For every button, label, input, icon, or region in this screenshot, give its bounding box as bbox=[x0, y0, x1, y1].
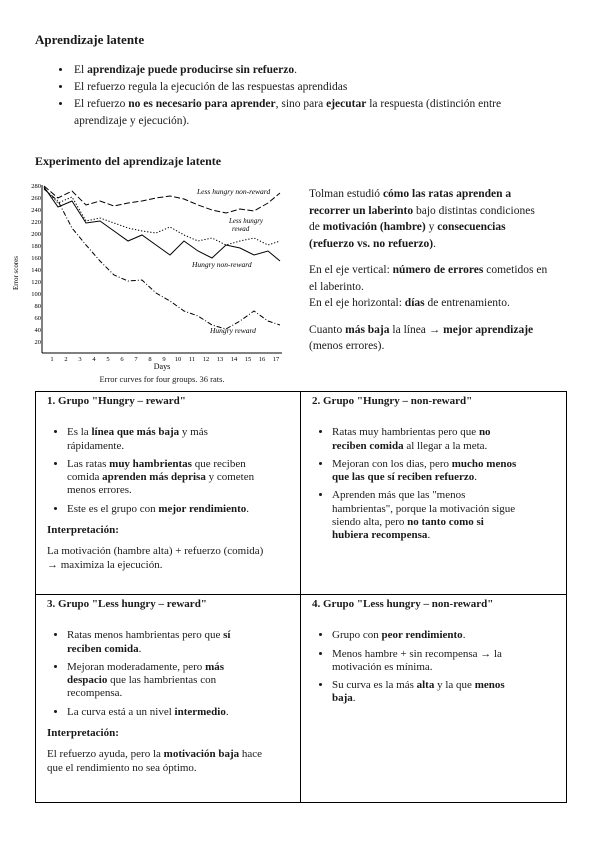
svg-text:17: 17 bbox=[273, 356, 280, 363]
svg-text:200: 200 bbox=[31, 231, 41, 238]
svg-text:16: 16 bbox=[259, 356, 266, 363]
svg-text:Days: Days bbox=[154, 362, 170, 371]
svg-text:1: 1 bbox=[50, 356, 53, 363]
svg-text:8: 8 bbox=[148, 356, 151, 363]
svg-text:20: 20 bbox=[35, 339, 42, 346]
svg-text:240: 240 bbox=[31, 207, 41, 214]
svg-text:260: 260 bbox=[31, 195, 41, 202]
svg-text:10: 10 bbox=[175, 356, 182, 363]
svg-text:15: 15 bbox=[245, 356, 252, 363]
svg-text:80: 80 bbox=[35, 303, 42, 310]
svg-text:rewad: rewad bbox=[232, 225, 250, 233]
svg-text:12: 12 bbox=[203, 356, 210, 363]
svg-text:100: 100 bbox=[31, 291, 41, 298]
svg-text:14: 14 bbox=[231, 356, 238, 363]
svg-text:220: 220 bbox=[31, 219, 41, 226]
svg-text:5: 5 bbox=[106, 356, 109, 363]
svg-text:6: 6 bbox=[120, 356, 124, 363]
svg-text:120: 120 bbox=[31, 279, 41, 286]
svg-text:160: 160 bbox=[31, 255, 41, 262]
svg-text:2: 2 bbox=[64, 356, 67, 363]
svg-text:280: 280 bbox=[31, 183, 41, 190]
svg-text:140: 140 bbox=[31, 267, 41, 274]
svg-text:Less hungry: Less hungry bbox=[228, 217, 264, 225]
svg-text:3: 3 bbox=[78, 356, 81, 363]
svg-text:Hungry reward: Hungry reward bbox=[209, 326, 256, 335]
svg-text:Hungry non-reward: Hungry non-reward bbox=[191, 260, 252, 269]
svg-text:4: 4 bbox=[92, 356, 96, 363]
svg-text:Less hungry non-reward: Less hungry non-reward bbox=[196, 187, 270, 196]
svg-text:7: 7 bbox=[134, 356, 138, 363]
svg-text:11: 11 bbox=[189, 356, 195, 363]
svg-text:13: 13 bbox=[217, 356, 224, 363]
svg-text:60: 60 bbox=[35, 315, 42, 322]
svg-text:40: 40 bbox=[35, 327, 42, 334]
svg-text:Error scores: Error scores bbox=[12, 256, 20, 290]
svg-text:180: 180 bbox=[31, 243, 41, 250]
